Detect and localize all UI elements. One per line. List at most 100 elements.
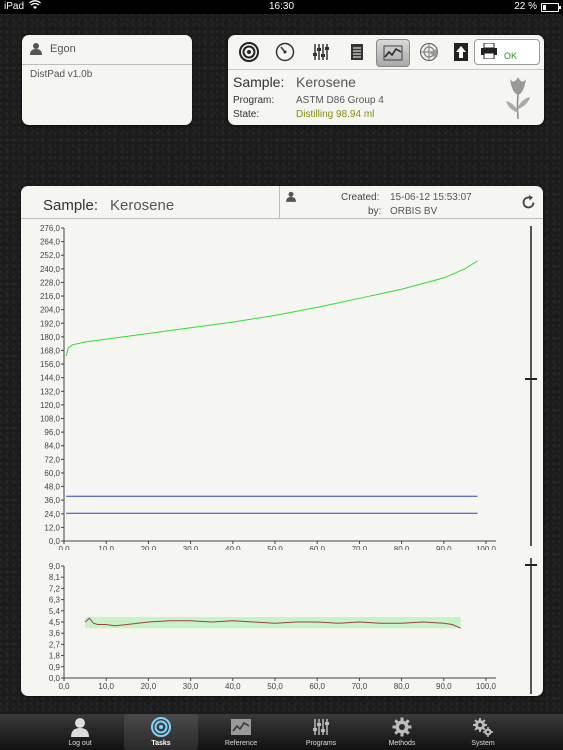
rate-chart-x-tick-label: 50,0 (267, 682, 283, 691)
temp-chart-x-tick-label: 30,0 (183, 545, 199, 550)
printer-icon (481, 43, 497, 59)
user-row[interactable]: Egon (22, 35, 192, 65)
temp-chart-y-tick-label: 144,0 (40, 374, 61, 383)
chart-icon (231, 719, 251, 735)
sample-status: Sample: Kerosene Program: ASTM D86 Group… (228, 69, 544, 120)
temp-chart-y-tick-label: 108,0 (40, 415, 61, 424)
tab-label: System (471, 740, 495, 747)
tab-label: Programs (305, 740, 337, 747)
chart-sample-value: Kerosene (110, 197, 175, 214)
rate-chart-y-tick-label: 2,7 (49, 640, 61, 649)
target-icon (239, 42, 259, 62)
tab-tasks[interactable]: Tasks (124, 714, 198, 750)
target-button[interactable] (234, 39, 264, 65)
rate-chart-x-tick-label: 20,0 (141, 682, 157, 691)
temp-chart-x-tick-label: 10,0 (98, 545, 114, 550)
radar-button[interactable] (414, 39, 444, 65)
temp-chart-y-tick-label: 84,0 (44, 442, 60, 451)
sample-value: Kerosene (296, 74, 356, 90)
creator-icon (286, 191, 296, 202)
user-name: Egon (50, 43, 76, 55)
temp-chart-series-line-1 (65, 260, 478, 357)
sliders-button[interactable] (306, 39, 336, 65)
chart-icon (383, 45, 403, 61)
temp-chart-y-tick-label: 12,0 (44, 523, 60, 532)
temp-chart-y-tick-label: 96,0 (44, 428, 60, 437)
temp-chart-y-tick-label: 204,0 (40, 306, 61, 315)
target-icon (151, 717, 171, 737)
rate-chart-x-tick-label: 60,0 (309, 682, 325, 691)
bottom-chart-scroll-rail[interactable] (530, 558, 532, 694)
temp-chart-x-tick-label: 0,0 (58, 545, 70, 550)
rate-chart-y-tick-label: 6,3 (49, 596, 61, 605)
temp-chart-y-tick-label: 60,0 (44, 469, 60, 478)
status-panel: OK Sample: Kerosene Program: ASTM D86 Gr… (228, 35, 544, 125)
rate-chart-y-tick-label: 0,9 (49, 663, 61, 672)
gauge-button[interactable] (270, 39, 300, 65)
temp-chart-x-tick-label: 100,0 (476, 545, 497, 550)
temp-chart-x-tick-label: 20,0 (141, 545, 157, 550)
top-chart-scroll-thumb[interactable] (525, 378, 537, 380)
app-version: DistPad v1.0b (30, 69, 93, 80)
ios-status-bar: iPad 16:30 22 % (0, 0, 563, 14)
rate-chart-x-tick-label: 80,0 (394, 682, 410, 691)
temp-chart-y-tick-label: 156,0 (40, 360, 61, 369)
temp-chart-y-tick-label: 180,0 (40, 333, 61, 342)
tab-label: Log out (68, 740, 92, 747)
rate-chart-y-tick-label: 0,0 (49, 674, 61, 683)
temp-chart-y-tick-label: 72,0 (44, 455, 60, 464)
temp-chart-x-tick-label: 40,0 (225, 545, 241, 550)
temp-chart-y-tick-label: 276,0 (40, 224, 61, 233)
rate-chart: 0,0 0,9 1,8 2,7 3,6 4,5 5,4 6,3 7,2 8,1 9,0 0,0 10,0… (49, 562, 497, 691)
temp-chart-x-tick-label: 80,0 (394, 545, 410, 550)
notepad-icon (351, 44, 363, 60)
temp-chart-y-tick-label: 240,0 (40, 265, 61, 274)
rate-chart-y-tick-label: 9,0 (49, 562, 61, 571)
tulip-logo (506, 77, 530, 120)
header-divider (279, 186, 280, 218)
rate-chart-x-tick-label: 0,0 (58, 682, 70, 691)
gauge-icon (275, 42, 295, 62)
temp-chart-y-tick-label: 264,0 (40, 238, 61, 247)
toolbar (232, 39, 522, 67)
wifi-icon (29, 0, 41, 13)
rate-chart-y-tick-label: 4,5 (49, 618, 61, 627)
upload-icon (454, 43, 468, 61)
tab-label: Reference (224, 740, 258, 747)
sliders-icon (313, 44, 329, 60)
rate-chart-y-tick-label: 3,6 (49, 629, 61, 638)
state-value: Distilling 98.94 ml (296, 109, 375, 120)
by-value: ORBIS BV (390, 206, 438, 217)
gear-icon (392, 717, 412, 737)
rate-chart-y-tick-label: 5,4 (49, 607, 61, 616)
tab-programs[interactable]: Programs (284, 714, 358, 750)
gears-icon (473, 718, 493, 737)
temp-chart-y-tick-label: 48,0 (44, 483, 60, 492)
temp-chart-y-tick-label: 216,0 (40, 292, 61, 301)
bottom-chart-scroll-thumb[interactable] (525, 564, 537, 566)
temp-chart-y-tick-label: 0,0 (49, 537, 61, 546)
rate-chart-y-tick-label: 8,1 (49, 573, 61, 582)
tab-log-out[interactable]: Log out (43, 714, 117, 750)
temp-chart-y-tick-label: 24,0 (44, 510, 60, 519)
tab-methods[interactable]: Methods (365, 714, 439, 750)
created-value: 15-06-12 15:53:07 (390, 192, 472, 203)
chart-button[interactable] (376, 39, 410, 67)
top-chart-scroll-rail[interactable] (530, 226, 532, 546)
rate-chart-x-tick-label: 30,0 (183, 682, 199, 691)
print-button[interactable]: OK (474, 39, 540, 65)
notepad-button[interactable] (342, 39, 372, 65)
sample-label: Sample: (233, 74, 285, 90)
rate-chart-x-tick-label: 10,0 (98, 682, 114, 691)
refresh-icon[interactable] (521, 195, 536, 210)
temp-chart-y-tick-label: 120,0 (40, 401, 61, 410)
rate-chart-x-tick-label: 40,0 (225, 682, 241, 691)
tab-reference[interactable]: Reference (204, 714, 278, 750)
tab-system[interactable]: System (446, 714, 520, 750)
temp-chart-x-tick-label: 90,0 (436, 545, 452, 550)
upload-button[interactable] (446, 39, 476, 65)
state-label: State: (233, 109, 260, 120)
device-label: iPad (4, 1, 25, 12)
battery-percent: 22 % (514, 1, 537, 12)
rate-chart-y-tick-label: 1,8 (49, 652, 61, 661)
